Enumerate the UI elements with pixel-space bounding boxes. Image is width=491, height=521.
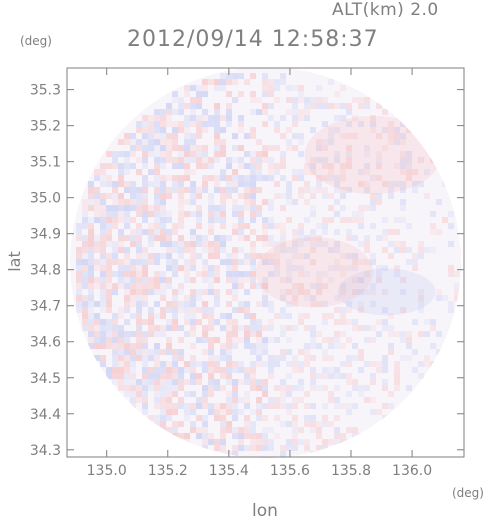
y-tick-label: 35.3 [30,83,61,99]
radar-field [70,67,461,458]
x-tick-label: 135.8 [331,463,371,479]
x-tick-label: 135.6 [270,463,310,479]
x-tick-label: 136.0 [392,463,432,479]
y-tick-label: 35.1 [30,155,61,171]
y-tick-label: 34.8 [30,263,61,279]
y-tick-label: 35.0 [30,191,61,207]
y-tick-label: 34.5 [30,371,61,387]
y-tick-label: 34.7 [30,299,61,315]
y-tick-label: 34.6 [30,335,61,351]
x-tick-label: 135.2 [148,463,188,479]
y-tick-label: 34.3 [30,443,61,459]
x-tick-label: 135.4 [209,463,249,479]
altitude-label: ALT(km) 2.0 [332,0,439,20]
radar-disk [70,67,461,458]
x-tick-label: 135.0 [87,463,127,479]
x-unit-label: (deg) [452,486,484,500]
y-tick-label: 34.4 [30,407,61,423]
plot-frame [66,67,465,458]
y-tick-label: 34.9 [30,227,61,243]
y-unit-label: (deg) [20,34,52,48]
timestamp-title: 2012/09/14 12:58:37 [127,27,379,52]
x-ticks: 135.0 135.2 135.4 135.6 135.8 136.0 [87,68,432,479]
y-tick-label: 35.2 [30,119,61,135]
y-ticks: 35.3 35.2 35.1 35.0 34.9 34.8 34.7 34.6 34.5 34.4… [30,83,464,459]
x-axis-label: lon [252,501,278,521]
